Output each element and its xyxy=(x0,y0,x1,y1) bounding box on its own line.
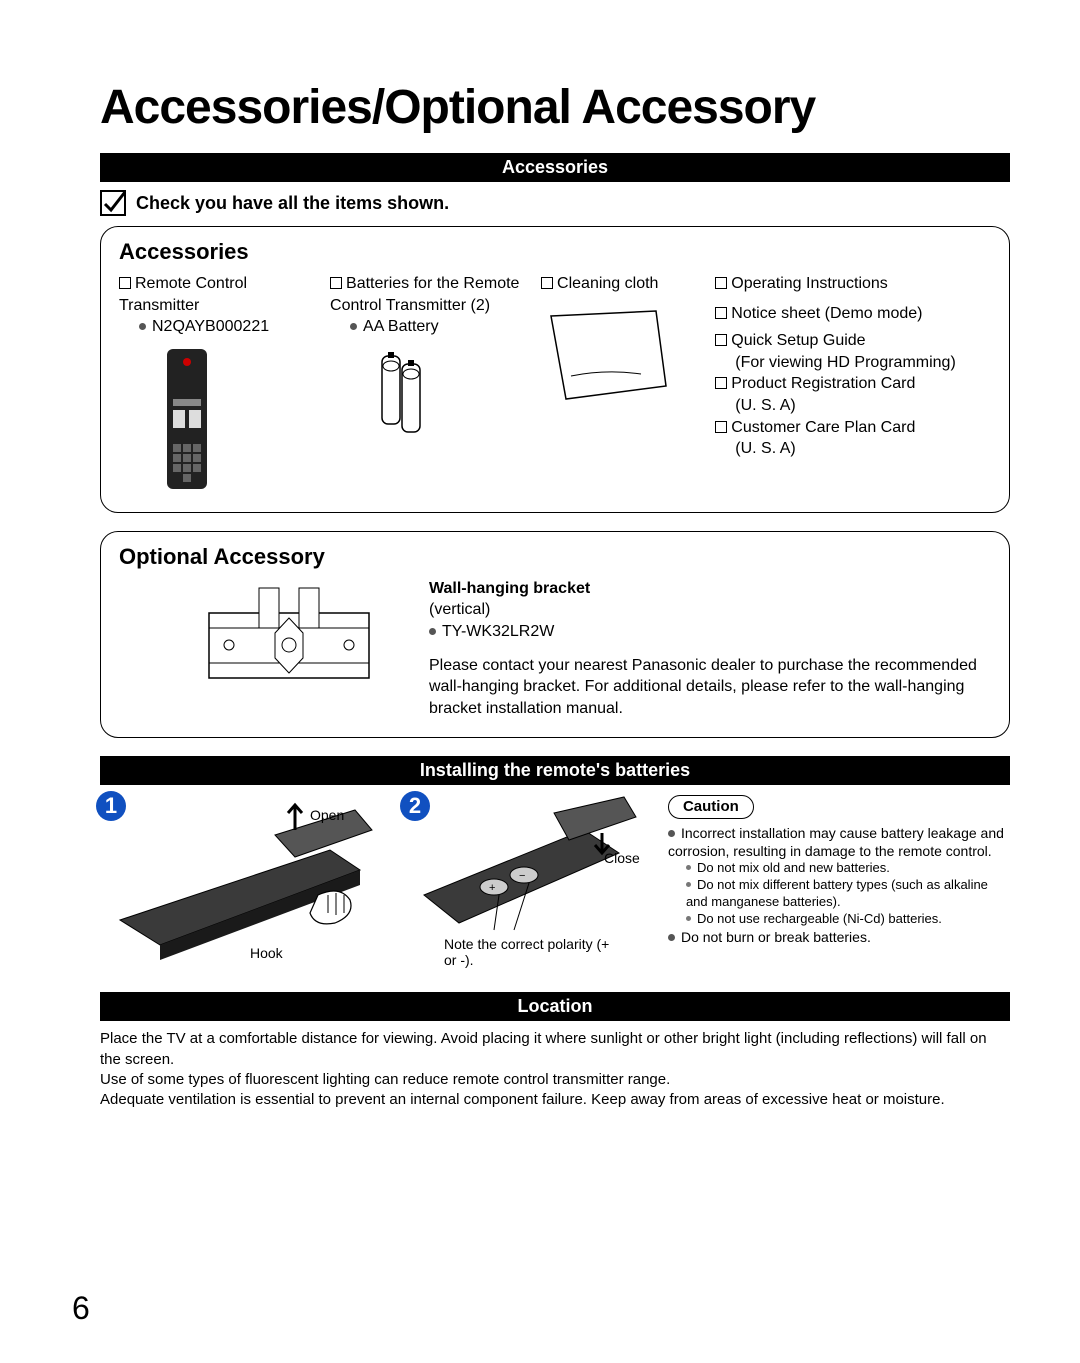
checkbox-icon xyxy=(119,277,131,289)
checkbox-icon xyxy=(715,277,727,289)
checkmark-box-icon xyxy=(100,190,126,216)
doc-item-sub: (U. S. A) xyxy=(735,440,795,457)
bullet-icon xyxy=(350,323,357,330)
caution-sub: Do not mix old and new batteries. xyxy=(697,860,890,875)
check-text: Check you have all the items shown. xyxy=(136,193,449,214)
wall-bracket-model: TY-WK32LR2W xyxy=(442,623,554,640)
accessory-col-batteries: Batteries for the Remote Control Transmi… xyxy=(330,273,523,494)
close-label: Close xyxy=(604,850,640,866)
remote-control-icon xyxy=(147,344,227,494)
battery-step-1: 1 ​ Open Hook xyxy=(100,795,390,970)
batteries-icon xyxy=(358,344,448,434)
wall-bracket-desc: Please contact your nearest Panasonic de… xyxy=(429,655,991,720)
caution-label: Caution xyxy=(668,795,754,819)
bullet-icon xyxy=(139,323,146,330)
batteries-sub: AA Battery xyxy=(363,318,439,335)
bullet-icon xyxy=(686,865,691,870)
wall-bracket-vertical: (vertical) xyxy=(429,599,991,621)
optional-accessory-panel: Optional Accessory Wall-hanging bracket … xyxy=(100,531,1010,739)
check-row: Check you have all the items shown. xyxy=(100,190,1010,216)
remote-open-icon: ​ xyxy=(100,795,390,965)
bullet-icon xyxy=(668,830,675,837)
checkbox-icon xyxy=(541,277,553,289)
doc-item: Product Registration Card xyxy=(731,375,915,392)
optional-panel-title: Optional Accessory xyxy=(119,544,991,570)
caution-column: Caution Incorrect installation may cause… xyxy=(668,795,1010,970)
page-number: 6 xyxy=(72,1290,90,1327)
accessory-col-cloth: Cleaning cloth xyxy=(541,273,697,494)
accessory-col-docs: Operating Instructions Notice sheet (Dem… xyxy=(715,273,991,494)
remote-label: Remote Control Transmitter xyxy=(119,275,247,314)
svg-text:−: − xyxy=(519,870,525,882)
checkbox-icon xyxy=(715,377,727,389)
accessories-panel: Accessories Remote Control Transmitter N… xyxy=(100,226,1010,513)
cleaning-cloth-icon xyxy=(541,301,671,411)
checkbox-icon xyxy=(330,277,342,289)
caution-sub: Do not mix different battery types (such… xyxy=(686,877,988,909)
doc-item: Notice sheet (Demo mode) xyxy=(731,305,922,322)
svg-text:+: + xyxy=(489,882,495,894)
doc-item: Operating Instructions xyxy=(731,275,888,292)
bullet-icon xyxy=(686,916,691,921)
location-text: Place the TV at a comfortable distance f… xyxy=(100,1029,1010,1110)
accessories-panel-title: Accessories xyxy=(119,239,991,265)
section-bar-location: Location xyxy=(100,992,1010,1021)
bullet-icon xyxy=(429,628,436,635)
cloth-label: Cleaning cloth xyxy=(557,275,658,292)
checkbox-icon xyxy=(715,421,727,433)
checkbox-icon xyxy=(715,307,727,319)
wall-bracket-icon xyxy=(179,578,399,708)
checkbox-icon xyxy=(715,334,727,346)
page-title: Accessories/Optional Accessory xyxy=(100,80,1010,135)
accessory-col-remote: Remote Control Transmitter N2QAYB000221 xyxy=(119,273,312,494)
wall-bracket-title: Wall-hanging bracket xyxy=(429,578,991,600)
doc-item: Customer Care Plan Card xyxy=(731,419,915,436)
open-label: Open xyxy=(310,807,344,823)
batteries-label: Batteries for the Remote Control Transmi… xyxy=(330,275,519,314)
section-bar-batteries: Installing the remote's batteries xyxy=(100,756,1010,785)
caution-line2: Do not burn or break batteries. xyxy=(681,929,871,945)
section-bar-accessories: Accessories xyxy=(100,153,1010,182)
bullet-icon xyxy=(668,934,675,941)
polarity-note: Note the correct polarity (+ or -). xyxy=(444,936,624,968)
hook-label: Hook xyxy=(250,945,283,961)
doc-item: Quick Setup Guide xyxy=(731,332,865,349)
battery-step-2: 2 + − Close Note the correct polarity (+… xyxy=(404,795,654,970)
bullet-icon xyxy=(686,882,691,887)
doc-item-sub: (U. S. A) xyxy=(735,397,795,414)
caution-sub: Do not use rechargeable (Ni-Cd) batterie… xyxy=(697,911,942,926)
doc-item-sub: (For viewing HD Programming) xyxy=(735,354,956,371)
remote-model: N2QAYB000221 xyxy=(152,318,269,335)
caution-line1: Incorrect installation may cause battery… xyxy=(668,825,1004,859)
